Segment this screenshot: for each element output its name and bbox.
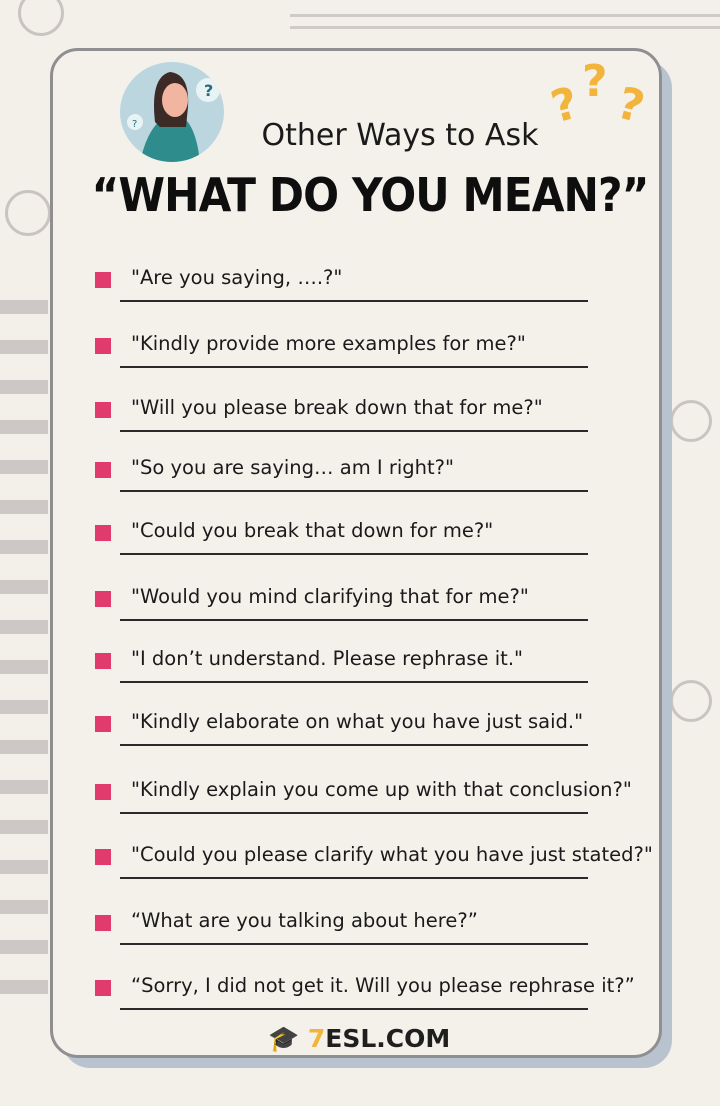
woman-thinking-illustration: ? ? — [120, 62, 224, 162]
list-item: "Would you mind clarifying that for me?" — [95, 585, 675, 625]
list-item: "Kindly elaborate on what you have just … — [95, 710, 675, 750]
divider — [120, 430, 588, 432]
bullet-icon — [95, 402, 111, 418]
divider — [120, 812, 588, 814]
divider — [120, 744, 588, 746]
svg-text:?: ? — [204, 81, 213, 100]
list-item: "I don’t understand. Please rephrase it.… — [95, 647, 675, 687]
divider — [120, 1008, 588, 1010]
list-item: “What are you talking about here?” — [95, 909, 675, 949]
list-item: "Could you break that down for me?" — [95, 519, 675, 559]
divider — [120, 943, 588, 945]
divider — [120, 300, 588, 302]
phrase-text: "Would you mind clarifying that for me?" — [131, 585, 529, 608]
phrase-text: "Kindly provide more examples for me?" — [131, 332, 526, 355]
logo: 🎓 7ESL.COM — [268, 1024, 451, 1053]
bullet-icon — [95, 525, 111, 541]
svg-text:?: ? — [132, 119, 137, 130]
phrase-text: "So you are saying… am I right?" — [131, 456, 454, 479]
page-title: “WHAT DO YOU MEAN?” — [91, 168, 649, 222]
bullet-icon — [95, 716, 111, 732]
bullet-icon — [95, 980, 111, 996]
bullet-icon — [95, 784, 111, 800]
phrase-text: "Are you saying, ….?" — [131, 266, 343, 289]
divider — [120, 553, 588, 555]
bullet-icon — [95, 338, 111, 354]
phrase-text: "Kindly explain you come up with that co… — [131, 778, 632, 801]
phrase-text: "Will you please break down that for me?… — [131, 396, 543, 419]
phrase-text: “What are you talking about here?” — [131, 909, 478, 932]
phrase-text: “Sorry, I did not get it. Will you pleas… — [131, 974, 635, 997]
bullet-icon — [95, 915, 111, 931]
divider — [120, 490, 588, 492]
list-item: “Sorry, I did not get it. Will you pleas… — [95, 974, 675, 1014]
bullet-icon — [95, 849, 111, 865]
phrase-text: "Kindly elaborate on what you have just … — [131, 710, 584, 733]
bullet-icon — [95, 653, 111, 669]
phrase-text: "Could you break that down for me?" — [131, 519, 494, 542]
bullet-icon — [95, 272, 111, 288]
divider — [120, 619, 588, 621]
phrase-text: "Could you please clarify what you have … — [131, 843, 653, 866]
list-item: "Are you saying, ….?" — [95, 266, 675, 306]
list-item: "Kindly explain you come up with that co… — [95, 778, 675, 818]
divider — [120, 877, 588, 879]
list-item: "So you are saying… am I right?" — [95, 456, 675, 496]
divider — [120, 681, 588, 683]
list-item: "Kindly provide more examples for me?" — [95, 332, 675, 372]
bullet-icon — [95, 462, 111, 478]
divider — [120, 366, 588, 368]
phrase-text: "I don’t understand. Please rephrase it.… — [131, 647, 523, 670]
subtitle: Other Ways to Ask — [261, 118, 539, 153]
bullet-icon — [95, 591, 111, 607]
graduation-cap-icon: 🎓 — [268, 1024, 300, 1053]
list-item: "Will you please break down that for me?… — [95, 396, 675, 436]
list-item: "Could you please clarify what you have … — [95, 843, 675, 883]
